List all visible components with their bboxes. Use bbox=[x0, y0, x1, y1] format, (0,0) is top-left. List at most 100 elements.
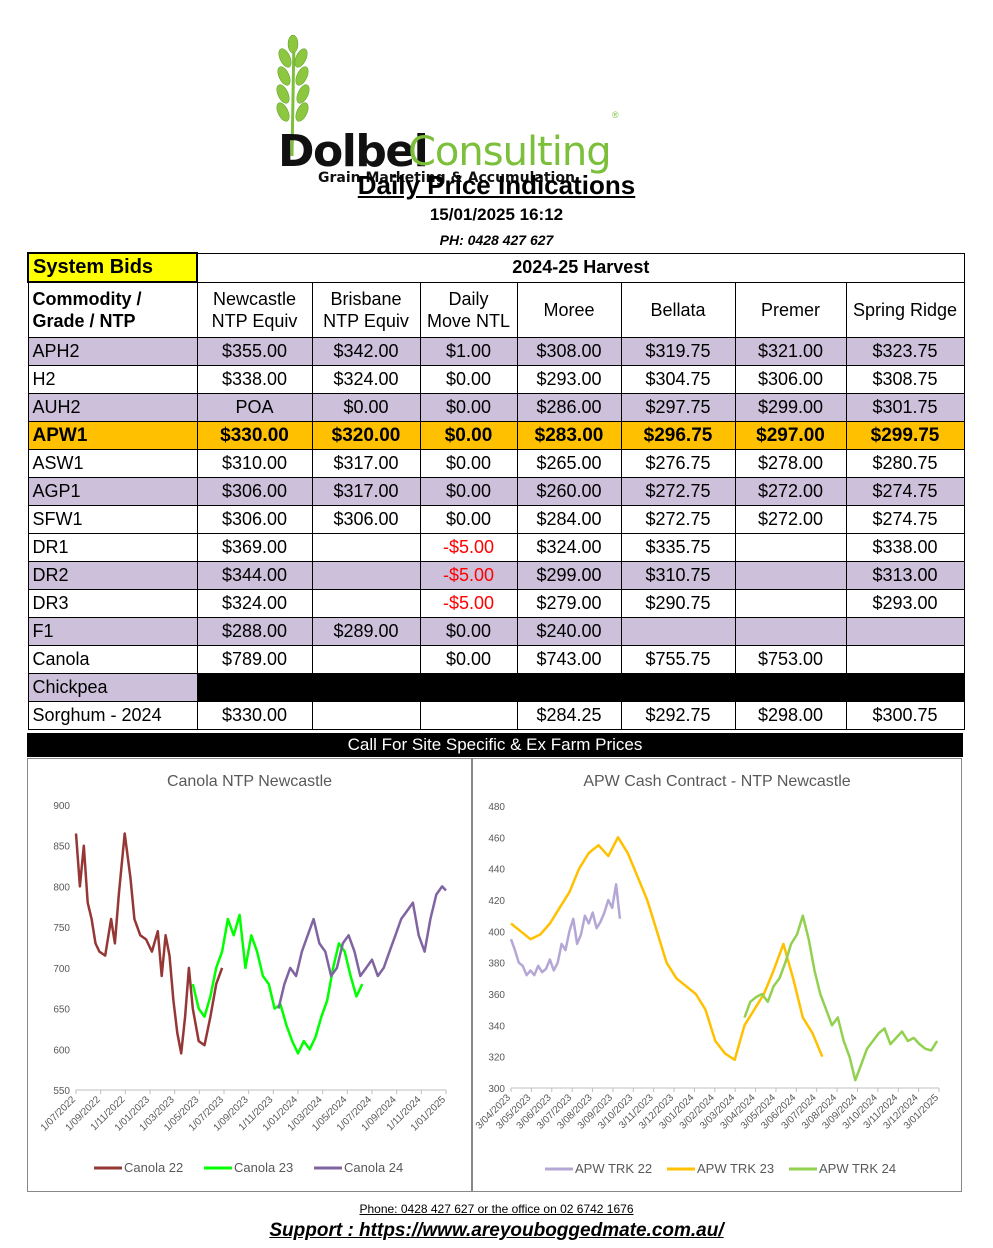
moree-cell bbox=[516, 673, 622, 702]
move-cell: $0.00 bbox=[419, 393, 518, 422]
newcastle-cell: $369.00 bbox=[196, 533, 313, 562]
brisbane-cell bbox=[311, 561, 421, 590]
col-header-premer: Premer bbox=[734, 281, 847, 338]
moree-cell: $265.00 bbox=[516, 449, 622, 478]
table-row: Canola $789.00 $0.00 $743.00 $755.75 $753.00 bbox=[27, 645, 965, 674]
page-title: Daily Price Indications bbox=[357, 170, 636, 200]
move-cell: $0.00 bbox=[419, 617, 518, 646]
newcastle-cell: $330.00 bbox=[196, 421, 313, 450]
grade-cell: Sorghum - 2024 bbox=[27, 701, 198, 730]
premer-cell: $306.00 bbox=[734, 365, 847, 394]
col-header-spring-ridge: Spring Ridge bbox=[845, 281, 965, 338]
bellata-cell bbox=[620, 617, 736, 646]
phone-number: PH: 0428 427 627 bbox=[439, 232, 554, 248]
brisbane-cell bbox=[311, 645, 421, 674]
footer-support-link[interactable]: Support : https://www.areyouboggedmate.c… bbox=[269, 1220, 724, 1241]
moree-cell: $324.00 bbox=[516, 533, 622, 562]
move-cell: $1.00 bbox=[419, 337, 518, 366]
y-tick-label: 650 bbox=[53, 1005, 70, 1016]
apw-chart: APW Cash Contract - NTP Newcastle 300 320 3… bbox=[472, 758, 962, 1192]
brisbane-cell: $317.00 bbox=[311, 449, 421, 478]
move-cell: $0.00 bbox=[419, 365, 518, 394]
grade-cell: SFW1 bbox=[27, 505, 198, 534]
bellata-cell bbox=[620, 673, 736, 702]
newcastle-cell: $355.00 bbox=[196, 337, 313, 366]
footer-contact: Phone: 0428 427 627 or the office on 02 … bbox=[359, 1202, 634, 1216]
move-cell bbox=[419, 701, 518, 730]
move-cell: $0.00 bbox=[419, 449, 518, 478]
brisbane-cell: $324.00 bbox=[311, 365, 421, 394]
logo-name-consulting: Consulting bbox=[408, 129, 612, 175]
spring-cell: $280.75 bbox=[845, 449, 965, 478]
grade-cell: Chickpea bbox=[27, 673, 198, 702]
move-cell: $0.00 bbox=[419, 505, 518, 534]
moree-cell: $308.00 bbox=[516, 337, 622, 366]
newcastle-cell: $306.00 bbox=[196, 505, 313, 534]
table-header-row: System Bids 2024-25 Harvest bbox=[27, 252, 965, 283]
premer-cell bbox=[734, 589, 847, 618]
table-row: ASW1 $310.00 $317.00 $0.00 $265.00 $276.75 $27… bbox=[27, 449, 965, 478]
spring-cell: $299.75 bbox=[845, 421, 965, 450]
move-cell bbox=[419, 673, 518, 702]
y-tick-label: 600 bbox=[53, 1045, 70, 1056]
y-tick-label: 460 bbox=[488, 833, 505, 844]
spring-cell: $293.00 bbox=[845, 589, 965, 618]
table-row: APH2 $355.00 $342.00 $1.00 $308.00 $319.75 $32… bbox=[27, 337, 965, 366]
bellata-cell: $755.75 bbox=[620, 645, 736, 674]
legend-entry: Canola 24 bbox=[344, 1160, 403, 1175]
bellata-cell: $335.75 bbox=[620, 533, 736, 562]
grade-cell: ASW1 bbox=[27, 449, 198, 478]
premer-cell: $299.00 bbox=[734, 393, 847, 422]
moree-cell: $279.00 bbox=[516, 589, 622, 618]
premer-cell: $272.00 bbox=[734, 505, 847, 534]
bellata-cell: $292.75 bbox=[620, 701, 736, 730]
grade-cell: DR1 bbox=[27, 533, 198, 562]
grade-cell: DR3 bbox=[27, 589, 198, 618]
series-line-2 bbox=[743, 914, 939, 1082]
newcastle-cell: $324.00 bbox=[196, 589, 313, 618]
y-tick-label: 400 bbox=[488, 927, 505, 938]
col-header-bellata: Bellata bbox=[620, 281, 736, 338]
move-cell: -$5.00 bbox=[419, 561, 518, 590]
moree-cell: $293.00 bbox=[516, 365, 622, 394]
newcastle-cell: POA bbox=[196, 393, 313, 422]
spring-cell: $301.75 bbox=[845, 393, 965, 422]
brisbane-cell bbox=[311, 673, 421, 702]
bellata-cell: $310.75 bbox=[620, 561, 736, 590]
y-tick-label: 900 bbox=[53, 801, 70, 812]
logo-registered-mark: ® bbox=[612, 110, 619, 120]
move-cell: $0.00 bbox=[419, 421, 518, 450]
y-tick-label: 480 bbox=[488, 802, 505, 813]
grade-cell: H2 bbox=[27, 365, 198, 394]
premer-cell bbox=[734, 561, 847, 590]
system-bids-label: System Bids bbox=[27, 252, 198, 283]
moree-cell: $240.00 bbox=[516, 617, 622, 646]
newcastle-cell: $288.00 bbox=[196, 617, 313, 646]
moree-cell: $286.00 bbox=[516, 393, 622, 422]
table-row: SFW1 $306.00 $306.00 $0.00 $284.00 $272.75 $27… bbox=[27, 505, 965, 534]
grade-cell: AUH2 bbox=[27, 393, 198, 422]
logo-name-dolbel: Dolbel bbox=[278, 126, 429, 177]
brisbane-cell bbox=[311, 533, 421, 562]
series-line-0 bbox=[74, 832, 224, 1055]
brisbane-cell: $0.00 bbox=[311, 393, 421, 422]
move-cell: $0.00 bbox=[419, 477, 518, 506]
spring-cell: $274.75 bbox=[845, 477, 965, 506]
bellata-cell: $276.75 bbox=[620, 449, 736, 478]
premer-cell bbox=[734, 533, 847, 562]
y-tick-label: 750 bbox=[53, 923, 70, 934]
bellata-cell: $272.75 bbox=[620, 505, 736, 534]
series-line-1 bbox=[510, 836, 824, 1062]
y-tick-label: 320 bbox=[488, 1053, 505, 1064]
legend-entry: APW TRK 23 bbox=[697, 1161, 774, 1176]
column-header-row: Commodity / Grade / NTP Newcastle NTP Equi… bbox=[27, 281, 965, 338]
canola-chart: Canola NTP Newcastle 550 600 650 700 750 800 85… bbox=[27, 758, 472, 1192]
series-line-1 bbox=[191, 913, 364, 1055]
y-tick-label: 800 bbox=[53, 882, 70, 893]
grade-cell: Canola bbox=[27, 645, 198, 674]
col-header-daily-move: Daily Move NTL bbox=[419, 281, 518, 338]
harvest-label: 2024-25 Harvest bbox=[196, 252, 965, 283]
chart-title: Canola NTP Newcastle bbox=[167, 773, 332, 790]
legend-entry: Canola 22 bbox=[124, 1160, 183, 1175]
premer-cell: $298.00 bbox=[734, 701, 847, 730]
